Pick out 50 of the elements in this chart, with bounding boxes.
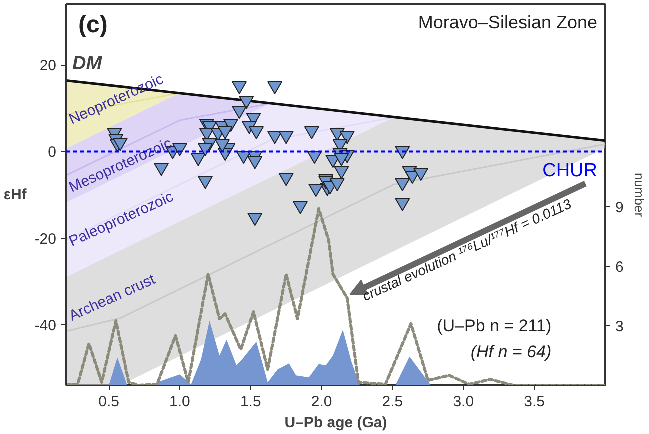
point [239,96,254,110]
point [293,201,308,214]
x-tick-label: 1.0 [170,394,190,410]
point [340,131,355,144]
point [414,168,429,182]
annotation: (c) [78,12,108,38]
annotation: (U–Pb n = 211) [437,316,552,336]
x-axis-title: U–Pb age (Ga) [284,414,388,432]
point [190,153,206,166]
y-tick-label: -40 [34,317,57,334]
y-tick-label: 0 [48,144,56,162]
point [334,153,350,166]
x-tick-label: 2.5 [382,394,404,410]
y-tick-label: 20 [40,58,57,75]
point [232,106,248,120]
point [395,198,410,212]
point [268,81,283,94]
point [218,126,233,140]
y2-tick-label: 6 [616,258,624,276]
y2-tick-label: 9 [616,199,624,216]
y-axis-title: εHf [4,186,28,204]
annotation: (Hf n = 64) [470,342,552,362]
point [198,176,214,190]
point [248,212,263,226]
point [334,166,350,180]
point [232,81,248,94]
point [308,184,324,198]
point [395,178,410,192]
x-tick-label: 1.5 [240,394,262,410]
point [330,178,345,192]
ref-line-label: CHUR [542,160,598,182]
y2-axis-title: number [632,172,647,218]
y-tick-label: -20 [34,230,57,248]
y2-tick-label: 3 [616,318,624,336]
point [249,126,264,140]
point [268,131,283,144]
annotation: Moravo–Silesian Zone [418,12,598,32]
point [248,156,263,170]
point [330,128,345,142]
x-tick-label: 3.0 [453,394,474,410]
point [304,126,320,140]
x-tick-label: 3.5 [524,394,546,410]
point [198,143,214,156]
x-tick-label: 2.0 [311,394,332,410]
x-tick-label: 0.5 [98,394,120,410]
series-label: DM [72,54,104,75]
point [278,131,294,144]
point [172,143,188,156]
point [215,139,230,152]
point [278,173,294,186]
